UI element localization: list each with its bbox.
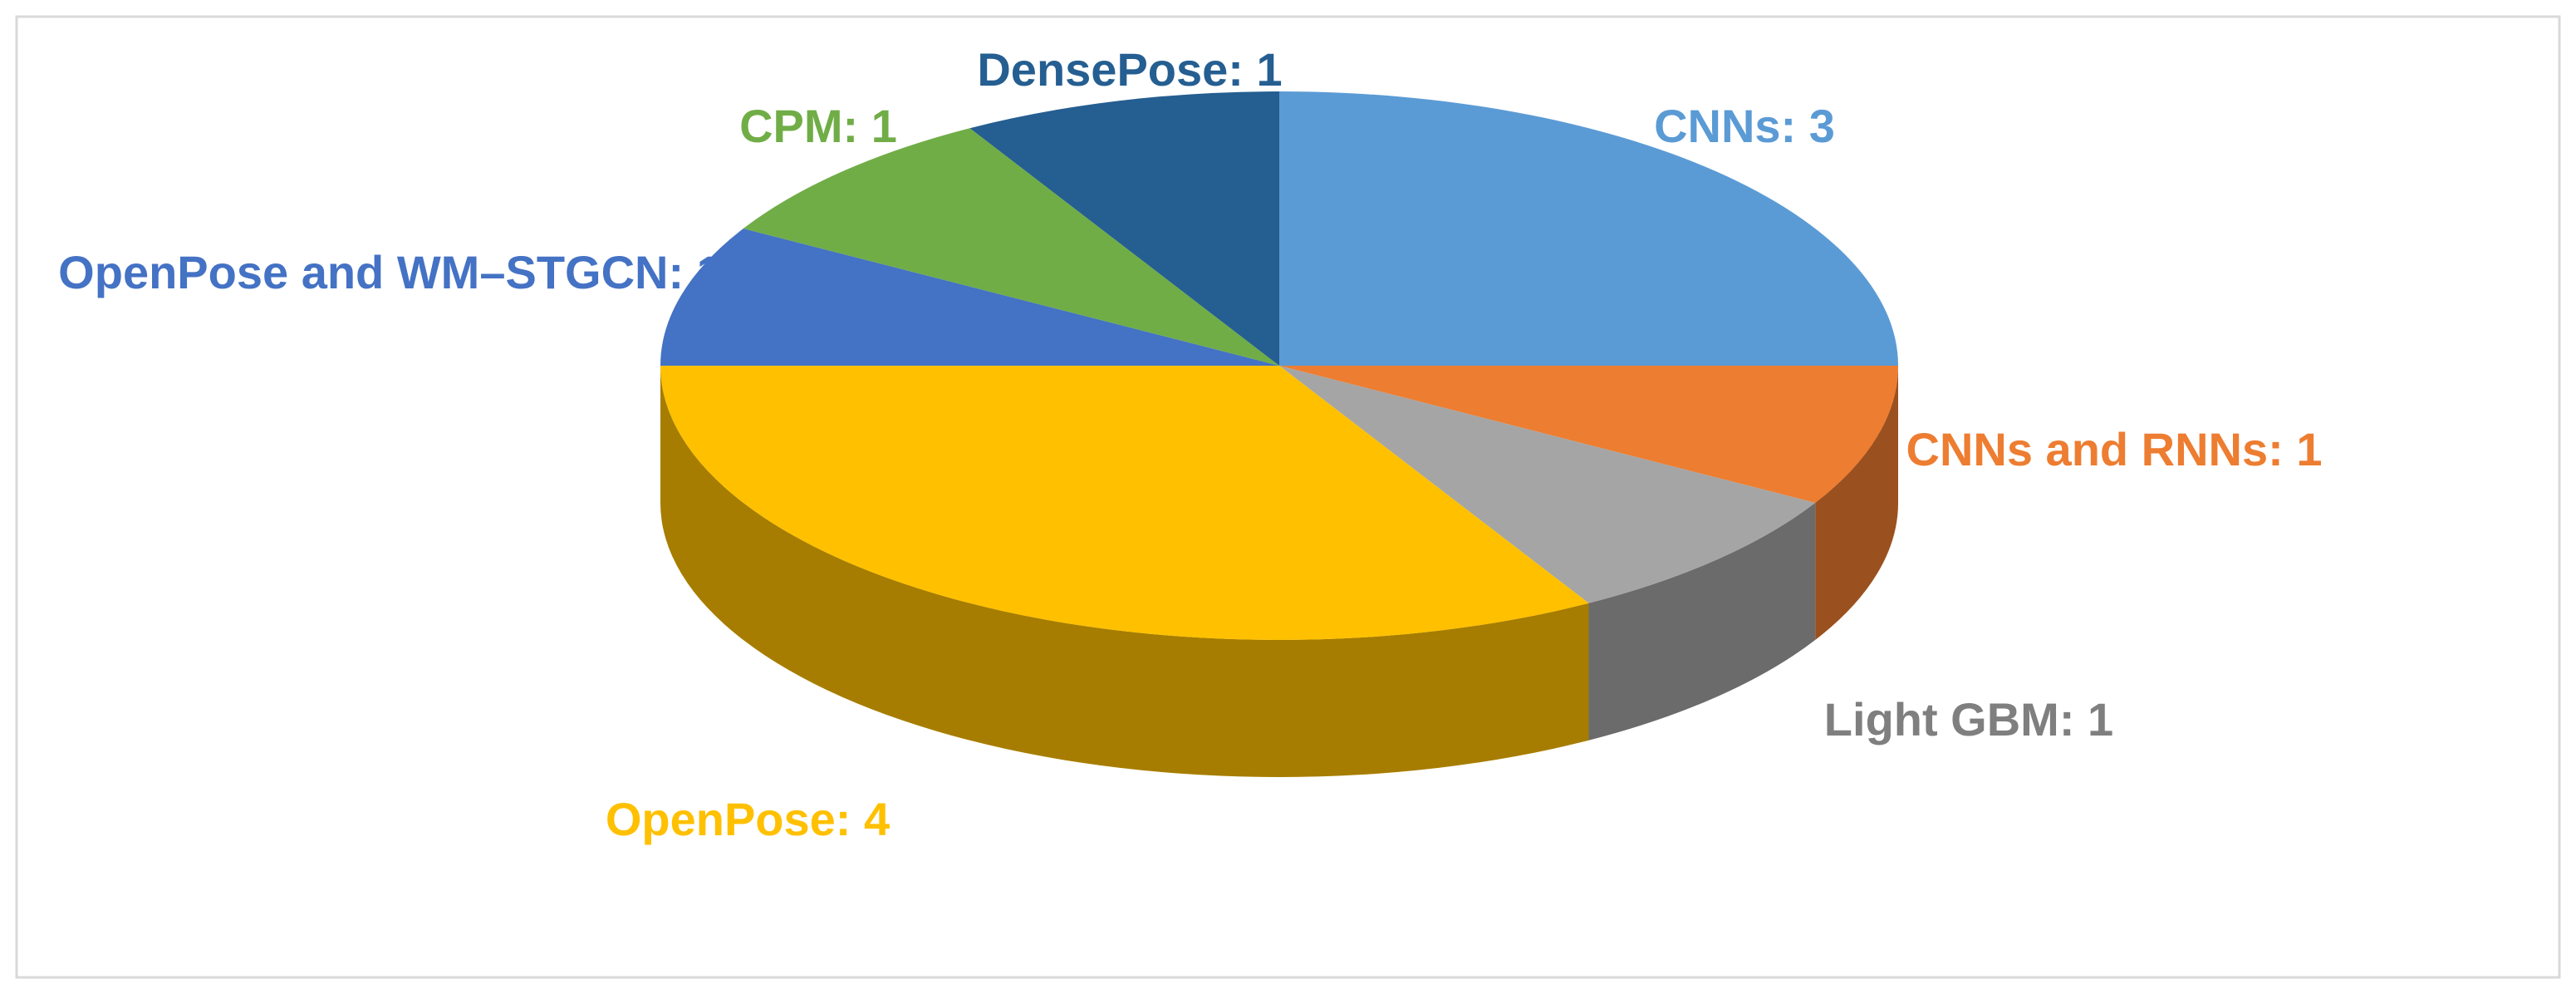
slice-side-shade xyxy=(1588,503,1816,741)
slice-side xyxy=(1588,503,1816,741)
data-label: CNNs: 3 xyxy=(1654,100,1835,152)
slice-side-shade xyxy=(1815,366,1898,640)
slice-side xyxy=(1815,366,1898,640)
data-label: CNNs and RNNs: 1 xyxy=(1906,423,2323,475)
data-label: OpenPose and WM–STGCN: 1 xyxy=(58,246,723,298)
slice xyxy=(743,128,1279,367)
slice xyxy=(660,229,1279,366)
slice xyxy=(660,366,1589,640)
data-label: DensePose: 1 xyxy=(977,43,1282,96)
data-label: Light GBM: 1 xyxy=(1824,693,2113,746)
slice xyxy=(969,91,1279,366)
data-label: CPM: 1 xyxy=(739,100,897,152)
data-label: OpenPose: 4 xyxy=(606,793,890,845)
slice-side-shade xyxy=(660,366,1589,777)
slice xyxy=(1279,366,1816,603)
slice-side xyxy=(660,366,1589,777)
slice xyxy=(1279,366,1898,503)
slice xyxy=(1279,91,1898,366)
